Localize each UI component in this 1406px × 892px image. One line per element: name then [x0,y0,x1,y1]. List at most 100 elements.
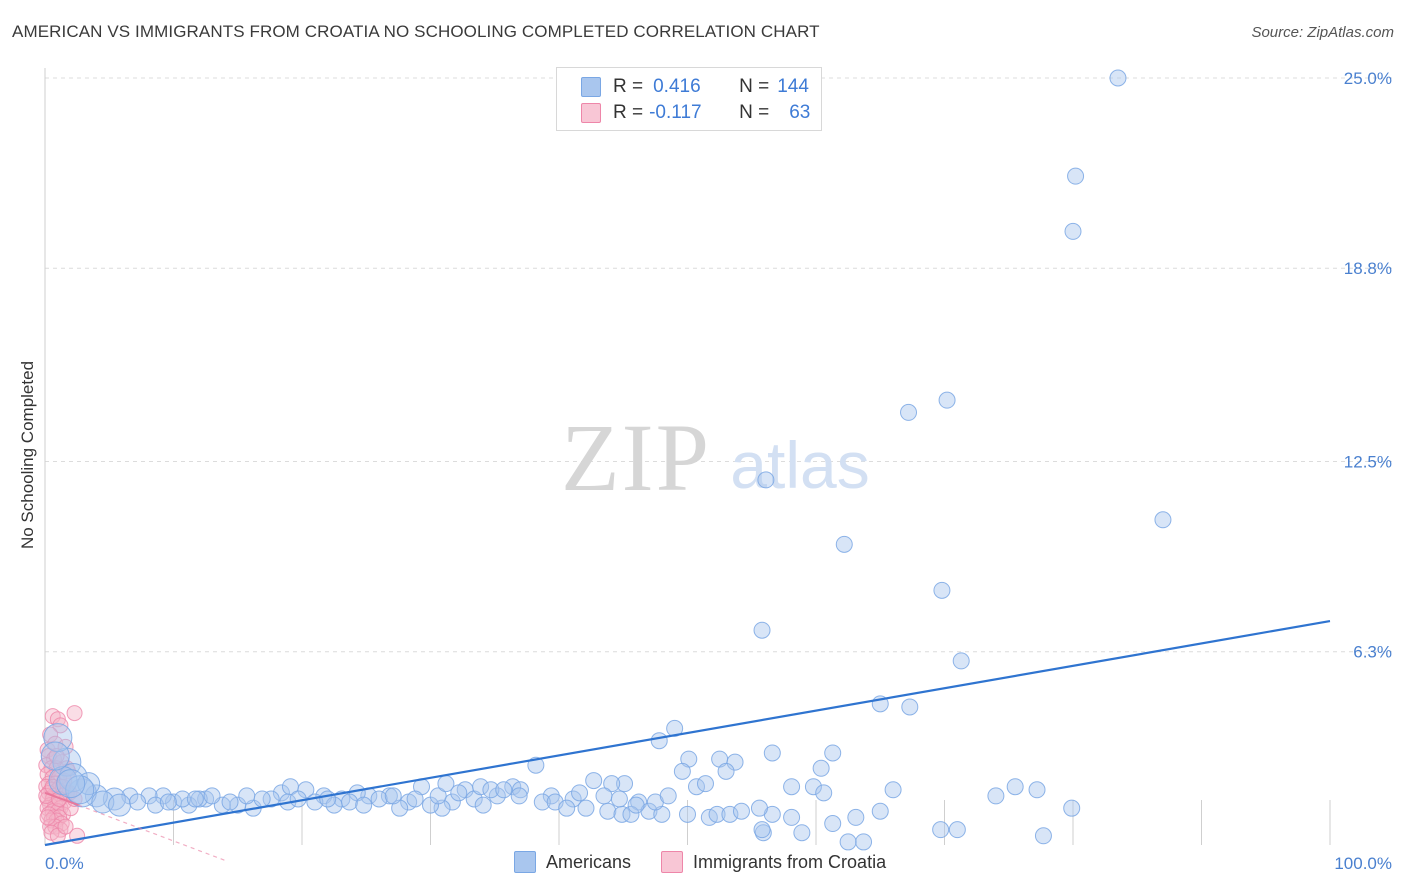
americans-point [380,787,398,805]
americans-point [900,403,918,421]
americans-point [804,778,822,796]
croatia-point [57,818,74,835]
bottom-legend-americans[interactable]: Americans [514,851,631,873]
legend-r-value: 0.416 [653,76,701,97]
americans-point [186,790,204,808]
americans-point [1109,69,1127,87]
americans-point [708,805,726,823]
americans-point [472,778,490,796]
americans-point [482,781,500,799]
americans-point [147,796,165,814]
americans-point [938,391,956,409]
y-tick-label: 6.3% [1353,643,1392,662]
americans-point [1067,167,1085,185]
americans-point [824,815,842,833]
pink-swatch-icon [661,851,684,873]
americans-point [510,787,528,805]
americans-point [932,821,950,839]
blue-swatch-icon [581,77,601,97]
americans-point [952,652,970,670]
americans-point [190,790,208,808]
americans-point [129,793,147,811]
americans-point [987,787,1005,805]
americans-point [355,796,373,814]
americans-point [847,808,865,826]
americans-point [1063,799,1081,817]
americans-point [203,787,221,805]
croatia-point [42,726,59,743]
americans-point [627,796,645,814]
legend-n-label: N = [739,76,770,97]
y-tick-label: 25.0% [1344,69,1392,88]
americans-point [1064,222,1082,240]
americans-point [717,762,735,780]
watermark-zip: ZIP [561,404,711,511]
americans-point [450,784,468,802]
americans-point [1154,511,1172,529]
americans-point [757,471,775,489]
americans-point [948,821,966,839]
americans-trendline [44,619,1331,847]
americans-point [159,793,177,811]
americans-point [370,790,388,808]
legend-n-value: 144 [777,76,809,97]
americans-point [835,535,853,553]
americans-point [488,787,506,805]
x-tick-label-max: 100.0% [1334,854,1392,873]
americans-point [610,790,628,808]
bottom-legend-croatia[interactable]: Immigrants from Croatia [661,851,886,873]
americans-point [603,775,621,793]
croatia-point [52,717,69,734]
americans-point [622,805,640,823]
croatia-point [66,705,83,722]
americans-point [753,621,771,639]
americans-point [262,790,280,808]
y-tick-label: 18.8% [1344,259,1392,278]
americans-point [824,744,842,762]
americans-point [40,741,70,771]
tick-label-layer: 6.3% 12.5% 18.8% 25.0% 0.0% 100.0% [45,69,1392,873]
americans-point [564,790,582,808]
americans-point [673,762,691,780]
blue-swatch-icon [514,851,536,873]
bottom-legend: Americans Immigrants from Croatia [514,851,916,873]
americans-point [599,802,617,820]
americans-point [1034,827,1052,845]
americans-point [173,790,191,808]
chart-title: AMERICAN VS IMMIGRANTS FROM CROATIA NO S… [12,22,820,41]
americans-point [812,759,830,777]
legend-r-value: -0.117 [649,102,702,123]
watermark: ZIP atlas [561,404,870,511]
americans-point [495,781,513,799]
bottom-legend-label: Americans [546,851,632,872]
americans-point [855,833,873,851]
americans-point [533,793,551,811]
americans-point [650,732,668,750]
americans-point [253,790,271,808]
americans-point [165,793,182,811]
croatia-point [39,809,56,826]
americans-point [319,790,337,808]
americans-point [577,799,595,817]
americans-point [884,781,902,799]
americans-point [901,698,919,716]
americans-point [443,793,461,811]
source-label: Source: ZipAtlas.com [1251,24,1394,41]
americans-point [763,744,781,762]
americans-point [666,719,684,737]
americans-point [65,775,95,805]
americans-point [585,772,603,790]
grid-layer [45,77,1392,653]
americans-point [48,766,78,796]
americans-point [753,821,771,839]
americans-point [272,784,290,802]
y-tick-label: 12.5% [1344,453,1392,472]
croatia-point [39,800,56,817]
americans-point [571,784,589,802]
y-axis-label: No Schooling Completed [18,360,37,550]
croatia-trendline-extension [78,804,226,861]
americans-point [783,808,801,826]
americans-point [108,793,132,817]
watermark-atlas: atlas [730,428,869,502]
americans-point [616,775,634,793]
